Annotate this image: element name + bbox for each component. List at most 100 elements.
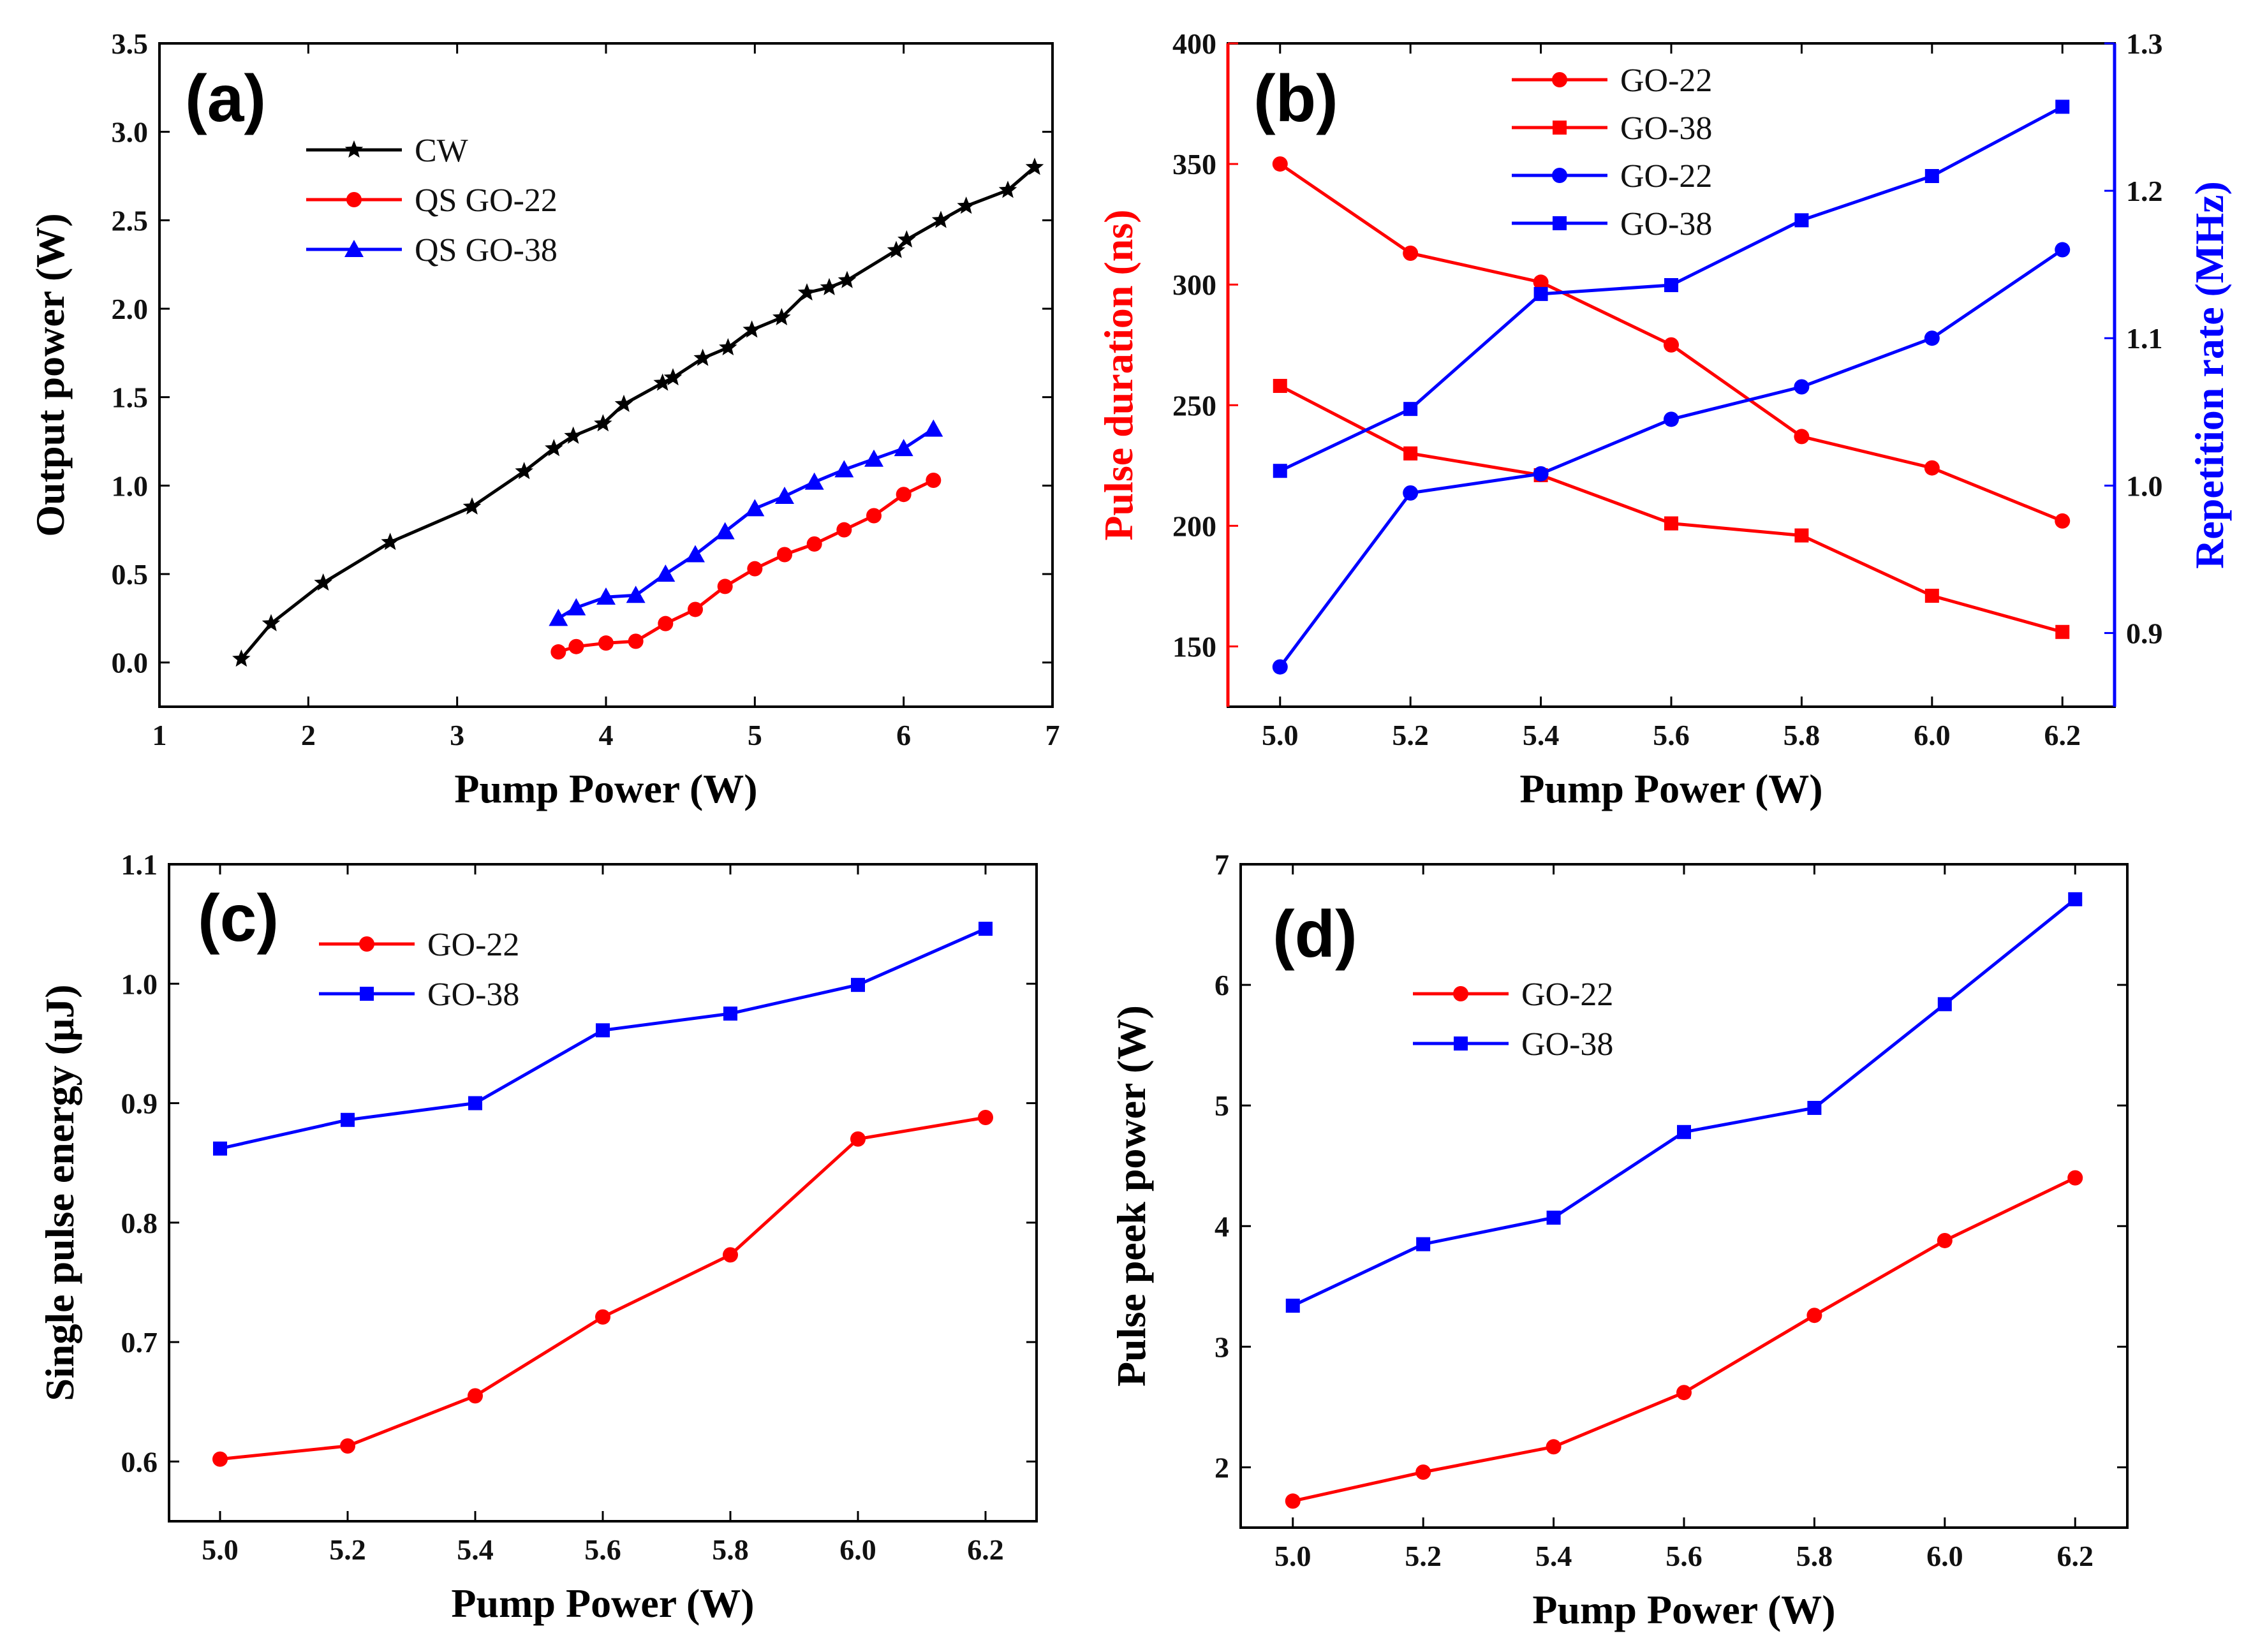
legend-label: QS GO-22: [415, 182, 558, 219]
data-point: [887, 240, 906, 258]
x-tick-label: 5.8: [712, 1533, 749, 1566]
data-point: [340, 1438, 355, 1454]
x-tick-label: 1: [152, 719, 167, 751]
data-point: [213, 1141, 227, 1156]
y-tick-label: 150: [1172, 630, 1216, 663]
x-tick-label: 6.2: [967, 1533, 1004, 1566]
data-point: [595, 1309, 610, 1325]
data-point: [212, 1451, 228, 1467]
y-tick-label: 0.8: [121, 1207, 158, 1239]
legend-entry: GO-22: [1413, 977, 1613, 1013]
data-point: [564, 426, 582, 444]
legend-marker: [1553, 121, 1567, 135]
data-point: [598, 635, 614, 651]
data-point: [1807, 1100, 1822, 1115]
legend-label: GO-38: [1620, 206, 1712, 242]
chart-panel-c: 5.0 5.2 5.4 5.6 5.8 6.0 6.2 0.6 0.7 0.8 0.9 1.0 1.1 P…: [37, 848, 1038, 1626]
y-tick-label: 0.7: [121, 1326, 158, 1359]
data-point: [715, 522, 735, 540]
series-line: [219, 927, 987, 1151]
legend-label: GO-22: [427, 927, 519, 963]
y-tick-label: 6: [1215, 969, 1229, 1001]
series-line: [240, 166, 1036, 660]
chart-panel-b: 5.0 5.2 5.4 5.6 5.8 6.0 6.2 150 200 250 300 350 400 0…: [1096, 27, 2232, 811]
data-point: [924, 419, 943, 437]
data-point: [568, 638, 584, 654]
legend-entry: CW: [306, 133, 468, 169]
y-tick-label: 250: [1172, 389, 1216, 422]
data-point: [1937, 997, 1952, 1012]
data-point: [834, 460, 854, 478]
series-go-22-left: [1272, 156, 2071, 529]
x-tick-label: 5.6: [1653, 719, 1690, 751]
data-point: [1546, 1211, 1561, 1225]
series-go-38-right: [1273, 100, 2070, 478]
data-point: [1403, 246, 1419, 262]
data-point: [978, 1110, 993, 1126]
y-tick-label: 0.5: [112, 558, 149, 591]
data-point: [1794, 429, 1810, 445]
data-point: [931, 210, 950, 228]
panel-label: (a): [185, 62, 266, 136]
data-point: [1794, 528, 1809, 543]
data-point: [628, 633, 644, 649]
x-axis-title: Pump Power (W): [1532, 1587, 1835, 1632]
x-tick-label: 6.0: [839, 1533, 876, 1566]
data-point: [1272, 156, 1288, 172]
data-point: [1533, 274, 1549, 290]
data-point: [545, 439, 563, 457]
data-point: [864, 449, 883, 467]
legend-entry: GO-38: [1512, 206, 1712, 242]
data-point: [1924, 589, 1939, 603]
legend-marker: [1552, 72, 1567, 87]
data-point: [626, 586, 646, 603]
data-point: [2055, 624, 2070, 639]
x-tick-label: 6.2: [2057, 1540, 2094, 1572]
data-point: [1416, 1237, 1431, 1251]
x-tick-label: 3: [450, 719, 464, 751]
series-go-38: [1285, 892, 2083, 1313]
legend-marker: [1553, 216, 1567, 230]
x-tick-label: 5.0: [202, 1533, 239, 1566]
legend-entry: GO-38: [1512, 110, 1712, 147]
data-point: [1664, 411, 1679, 427]
data-point: [897, 230, 916, 247]
data-point: [2055, 242, 2071, 258]
x-tick-label: 5.0: [1262, 719, 1299, 751]
y-right-axis-title: Repetition rate (MHz): [2187, 181, 2232, 569]
data-point: [1664, 337, 1679, 353]
y-right-tick-label: 1.0: [2126, 469, 2163, 502]
chart-panel-a: 1 2 3 4 5 6 7 0.0 0.5 1.0 1.5 2.0 2.5 3.0 3.5 Pump Powe…: [27, 27, 1060, 811]
y-tick-label: 1.0: [121, 968, 158, 1000]
legend-entry: GO-38: [319, 977, 519, 1013]
data-point: [663, 368, 683, 386]
data-point: [462, 497, 482, 515]
data-point: [381, 533, 399, 550]
y-tick-label: 1.5: [112, 381, 149, 414]
legend-label: CW: [415, 133, 468, 169]
data-point: [515, 462, 533, 480]
legend-label: GO-22: [1620, 63, 1712, 99]
data-point: [804, 472, 824, 490]
data-point: [468, 1388, 483, 1404]
data-point: [688, 601, 703, 617]
legend-marker: [1454, 1036, 1468, 1051]
data-point: [723, 1247, 738, 1263]
x-tick-label: 6.0: [1926, 1540, 1963, 1572]
data-point: [566, 598, 586, 616]
data-point: [719, 338, 737, 356]
data-point: [2055, 100, 2070, 114]
y-axis-title: Single pulse energy (μJ): [37, 984, 82, 1401]
series-go-22-right: [1272, 242, 2071, 675]
series-line: [558, 478, 934, 654]
data-point: [1676, 1385, 1692, 1401]
data-point: [596, 587, 616, 605]
legend-marker: [359, 936, 374, 952]
data-point: [1937, 1232, 1953, 1248]
series-line: [1292, 897, 2076, 1308]
data-point: [717, 579, 733, 594]
data-point: [1533, 286, 1548, 301]
panel-label: (c): [198, 881, 279, 955]
data-point: [838, 270, 857, 288]
